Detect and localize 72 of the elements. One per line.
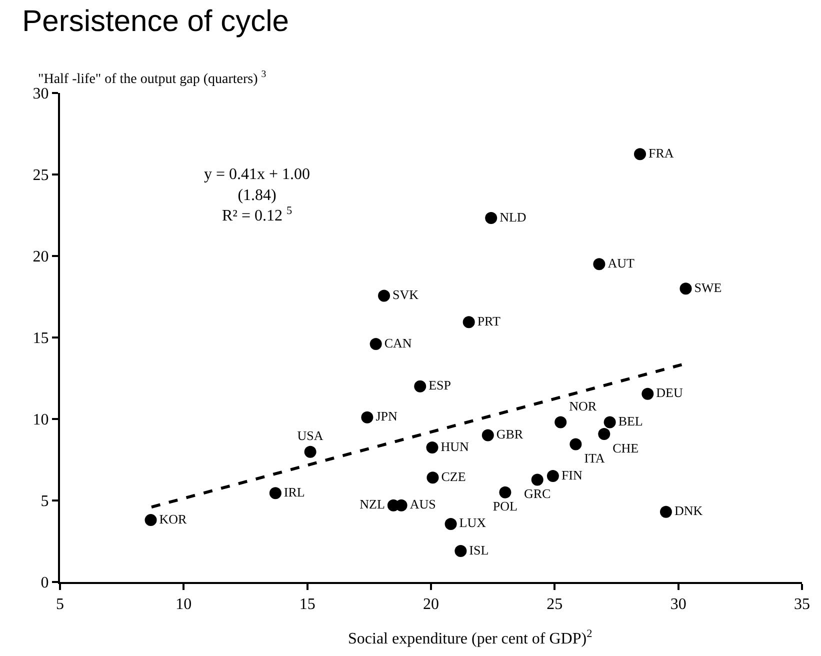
point (426, 472, 439, 484)
y-tick-label: 0 (40, 574, 49, 592)
point (604, 416, 616, 428)
point (598, 428, 610, 440)
data-label: AUS (410, 496, 436, 512)
y-tick-label: 15 (32, 330, 49, 348)
x-tick-label: 15 (299, 596, 316, 614)
data-label: DEU (656, 385, 684, 400)
y-tick-label: 10 (32, 412, 49, 429)
point (370, 338, 382, 350)
y-tick-label: 30 (32, 86, 49, 103)
x-tick-label: 35 (794, 596, 810, 614)
point (444, 518, 457, 530)
data-label: FRA (648, 145, 674, 160)
data-label: LUX (459, 515, 487, 530)
point (485, 212, 498, 224)
data-label: FIN (561, 467, 583, 482)
data-label: POL (492, 498, 518, 514)
x-tick-label: 10 (176, 596, 192, 614)
point (414, 380, 426, 392)
point (642, 388, 654, 400)
y-tick-label: 25 (32, 167, 49, 184)
data-label: HUN (440, 438, 470, 454)
data-label: ITA (584, 450, 606, 466)
point (499, 486, 512, 498)
data-label: PRT (477, 313, 500, 328)
data-label: ESP (428, 378, 452, 393)
data-label: KOR (159, 511, 188, 526)
y-tick-label: 20 (32, 248, 49, 266)
chart-title: Persistence of cycle (22, 4, 289, 38)
point (378, 290, 390, 302)
data-label: DNK (674, 503, 704, 518)
x-tick-label: 20 (423, 596, 439, 614)
data-label: CAN (384, 335, 412, 350)
data-label: NZL (360, 496, 385, 512)
data-label: NOR (569, 398, 597, 414)
data-label: IRL (284, 484, 305, 500)
y-axis-title: "Half -life" of the output gap (quarters) $^{3}$ (38, 69, 266, 87)
x-tick-label: 30 (670, 596, 686, 614)
point (554, 416, 567, 428)
data-label: USA (297, 428, 324, 444)
point (361, 411, 374, 424)
point (144, 514, 157, 526)
data-label: SVK (392, 287, 420, 302)
data-label: AUT (608, 255, 634, 270)
point (593, 258, 606, 270)
point (634, 148, 646, 160)
x-axis-title: Social expenditure (per cent of GDP)$^{2}$ (348, 628, 592, 648)
data-label: JPN (376, 408, 398, 424)
point (454, 545, 467, 558)
point (426, 442, 438, 454)
point (660, 506, 672, 518)
point (304, 446, 316, 458)
data-label: ISL (469, 542, 489, 558)
point (269, 487, 282, 500)
data-label: BEL (618, 414, 643, 429)
data-label: GBR (496, 426, 524, 442)
x-tick-label: 5 (56, 596, 64, 614)
point (482, 429, 494, 442)
point (680, 282, 692, 295)
x-tick-label: 25 (546, 596, 563, 614)
point (462, 316, 475, 328)
data-label: SWE (694, 280, 722, 295)
point (531, 474, 544, 486)
y-tick-label: 5 (40, 493, 49, 510)
point (570, 438, 582, 450)
data-label: NLD (500, 209, 526, 224)
data-label: CHE (612, 440, 639, 456)
annotation: y = 0.41x + 1.00 (1.84) R² = 0.12 $^{5}$ (204, 166, 310, 225)
data-label: GRC (524, 486, 551, 502)
point (546, 470, 559, 482)
data-label: CZE (441, 468, 466, 484)
